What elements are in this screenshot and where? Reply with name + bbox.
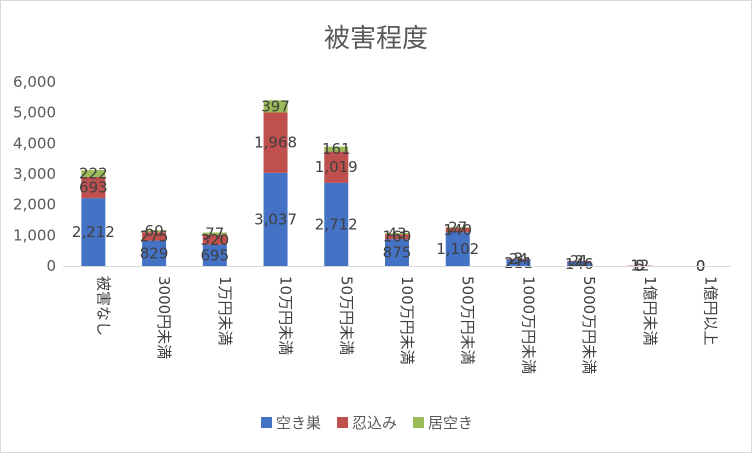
x-axis: 被害なし 3000円未満 1万円未満 10万円未満 50万円未満 100万円未満 500万円… xyxy=(63,266,731,374)
data-label: 60 xyxy=(145,222,164,240)
x-category-label: 1万円未満 xyxy=(216,276,234,346)
legend: 空き巣 忍込み 居空き xyxy=(261,414,473,432)
bar-segment xyxy=(506,258,531,260)
data-label: 275 xyxy=(140,227,169,245)
legend-label: 空き巣 xyxy=(276,414,321,432)
data-label: 222 xyxy=(79,165,108,183)
legend-swatch xyxy=(337,417,348,428)
bar-segment xyxy=(385,232,409,235)
data-label: 397 xyxy=(261,97,290,115)
bar-segment xyxy=(142,240,167,266)
y-tick-label: 2,000 xyxy=(13,196,56,214)
data-label: 3 xyxy=(514,250,524,268)
bar-segment xyxy=(263,100,288,113)
data-label: 160 xyxy=(383,228,412,246)
legend-swatch xyxy=(261,417,272,428)
bar-segment xyxy=(202,234,227,245)
data-label: 77 xyxy=(205,225,224,243)
x-category-label: 3000円未満 xyxy=(155,276,173,359)
bar-segment xyxy=(445,227,470,233)
data-label: 146 xyxy=(565,255,594,273)
y-tick-label: 1,000 xyxy=(13,226,56,244)
legend-label: 忍込み xyxy=(352,414,397,432)
data-label: 5 xyxy=(635,257,645,275)
x-category-label: 50万円未満 xyxy=(337,276,355,355)
bar-segment xyxy=(567,261,592,266)
y-tick-label: 4,000 xyxy=(13,134,56,152)
data-label: 140 xyxy=(443,221,472,239)
bar-segment xyxy=(506,259,531,266)
data-label: 211 xyxy=(504,254,533,272)
bar-segment xyxy=(567,260,592,262)
bar-segment xyxy=(202,232,227,235)
data-label: 0 xyxy=(635,256,645,274)
bar-segment xyxy=(263,172,288,266)
y-tick-label: 6,000 xyxy=(13,73,56,91)
data-label: 695 xyxy=(200,246,229,264)
data-label: 320 xyxy=(200,231,229,249)
x-category-label: 1000万円未満 xyxy=(519,276,537,374)
data-label: 12 xyxy=(630,257,649,275)
data-label: 875 xyxy=(383,244,412,262)
y-tick-label: 0 xyxy=(46,257,56,275)
data-label: 829 xyxy=(140,244,169,262)
data-label: 161 xyxy=(322,140,351,158)
x-category-label: 500万円未満 xyxy=(459,276,477,365)
data-label: 693 xyxy=(79,179,108,197)
bar-segment xyxy=(445,232,470,266)
chart-title: 被害程度 xyxy=(324,24,428,54)
bar-segment xyxy=(81,176,106,199)
data-label: 21 xyxy=(570,252,589,270)
data-label: 27 xyxy=(448,218,467,236)
bar-segment xyxy=(324,151,349,183)
data-label: 1,102 xyxy=(436,240,479,258)
bar-segment xyxy=(202,244,227,266)
bar-segment xyxy=(324,182,349,266)
data-label: 43 xyxy=(387,225,406,243)
x-category-label: 10万円未満 xyxy=(277,276,295,355)
data-label: 2,212 xyxy=(72,223,115,241)
x-category-label: 100万円未満 xyxy=(398,276,416,365)
bar-segment xyxy=(385,239,409,266)
x-category-label: 5000万円未満 xyxy=(580,276,598,374)
bar-segment xyxy=(81,198,106,266)
data-label: 24 xyxy=(509,250,528,268)
bar-segment xyxy=(445,227,470,228)
data-label: 1,019 xyxy=(315,158,358,176)
data-label: 3,037 xyxy=(254,210,297,228)
y-tick-label: 3,000 xyxy=(13,165,56,183)
y-axis: 0 1,000 2,000 3,000 4,000 5,000 6,000 xyxy=(13,73,56,275)
x-category-label: 被害なし xyxy=(94,276,112,336)
bar-segment xyxy=(142,230,167,233)
bar-segment xyxy=(324,146,349,152)
x-category-label: 1億円以上 xyxy=(702,276,720,346)
bar-segment xyxy=(385,234,409,240)
legend-label: 居空き xyxy=(428,414,473,432)
bar-segment xyxy=(263,112,288,173)
data-label: 1,968 xyxy=(254,134,297,152)
data-label: 2 xyxy=(574,252,584,270)
data-label: 2,712 xyxy=(315,215,358,233)
legend-swatch xyxy=(413,417,424,428)
y-tick-label: 5,000 xyxy=(13,104,56,122)
bars xyxy=(81,100,652,266)
bar-segment xyxy=(142,232,167,241)
x-category-label: 1億円未満 xyxy=(641,276,659,346)
bar-segment xyxy=(81,170,106,177)
data-labels: 2,21269322282927560695320773,0371,968397… xyxy=(72,97,706,275)
